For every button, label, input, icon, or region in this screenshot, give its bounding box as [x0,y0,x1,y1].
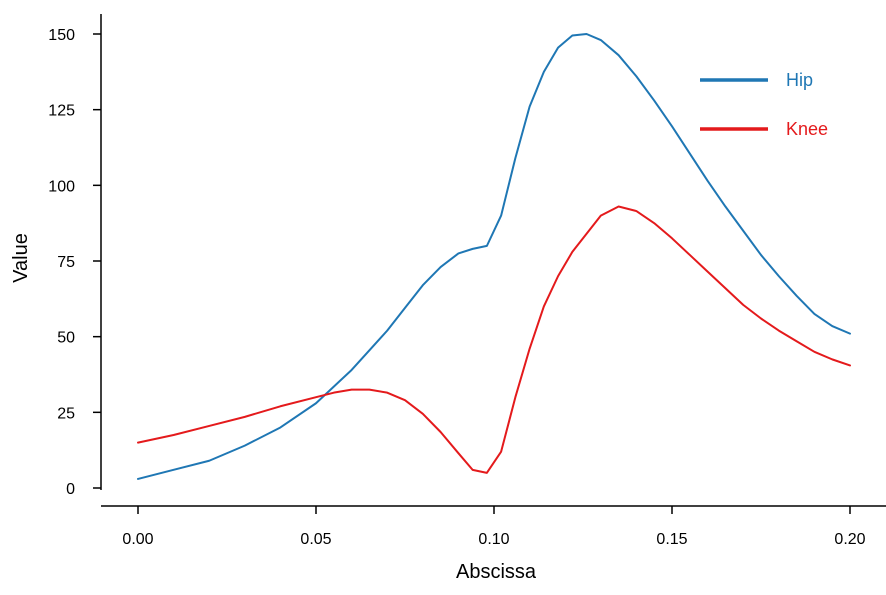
y-tick-label: 50 [57,330,75,347]
y-tick-label: 0 [66,481,75,498]
legend-label-knee: Knee [786,119,828,139]
series-layer [137,33,851,480]
y-axis-title: Value [10,233,32,283]
axes [100,14,886,507]
series-line-knee [137,205,851,474]
x-axis-title: Abscissa [456,561,537,583]
x-tick-label: 0.05 [300,531,331,548]
x-tick-label: 0.20 [834,531,865,548]
legend-label-hip: Hip [786,70,813,90]
x-tick-label: 0.10 [478,531,509,548]
y-tick-label: 100 [48,178,75,195]
y-tick-label: 125 [48,103,75,120]
x-tick-label: 0.15 [656,531,687,548]
series-line-hip [137,33,851,480]
y-ticks: 0 25 50 75 100 125 150 [48,27,101,498]
x-tick-label: 0.00 [122,531,153,548]
legend: Hip Knee [700,70,828,139]
x-ticks: 0.00 0.05 0.10 0.15 0.20 [122,506,866,548]
y-tick-label: 75 [57,254,75,271]
y-tick-label: 25 [57,405,75,422]
y-tick-label: 150 [48,27,75,44]
